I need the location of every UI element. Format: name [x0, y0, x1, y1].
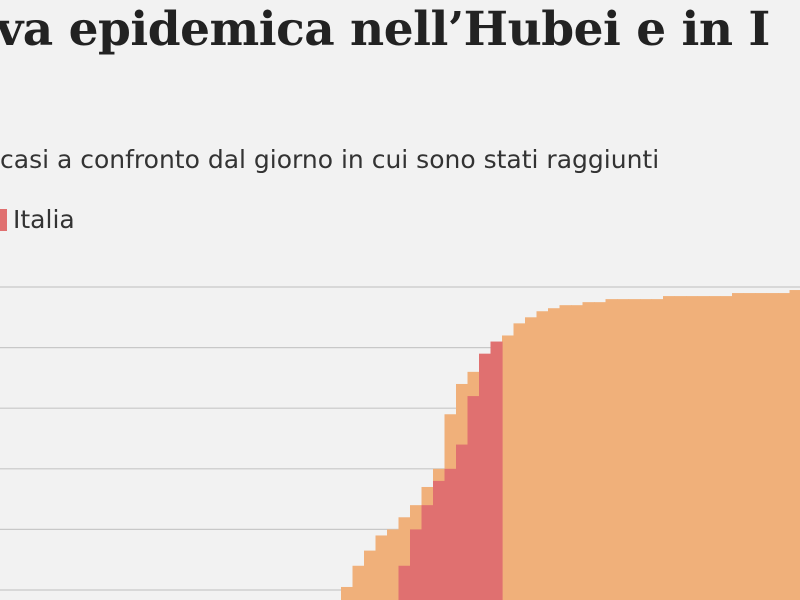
- step-bar: [709, 296, 722, 600]
- step-bar: [755, 293, 768, 600]
- step-bar: [594, 302, 607, 600]
- step-bar: [743, 293, 756, 600]
- step-bar: [352, 565, 365, 600]
- step-bar: [697, 296, 710, 600]
- step-bar: [559, 305, 572, 600]
- legend-swatch-italia: [0, 208, 7, 231]
- chart-title: va epidemica nell’Hubei e in I: [0, 2, 770, 57]
- step-bar: [640, 299, 653, 600]
- step-bar: [456, 444, 469, 600]
- step-bar: [536, 311, 549, 600]
- legend: Italia: [0, 205, 75, 234]
- step-bar: [571, 305, 584, 600]
- step-bar: [467, 396, 480, 600]
- legend-label-italia: Italia: [13, 205, 75, 234]
- step-bar: [513, 323, 526, 600]
- chart-area: [0, 286, 800, 600]
- step-bar: [548, 308, 561, 600]
- step-bar: [364, 550, 377, 600]
- step-bar: [502, 335, 515, 600]
- series-italia: [398, 341, 503, 600]
- step-bar: [732, 293, 745, 600]
- step-bar: [433, 480, 446, 600]
- step-bar: [789, 290, 800, 600]
- step-bar: [778, 293, 791, 600]
- step-bar: [387, 529, 400, 600]
- step-bar: [663, 296, 676, 600]
- step-bar: [582, 302, 595, 600]
- series-hubei: [341, 290, 800, 600]
- step-bar: [617, 299, 630, 600]
- step-bar: [341, 586, 354, 600]
- step-bar: [628, 299, 641, 600]
- step-bar: [605, 299, 618, 600]
- step-bar: [525, 317, 538, 600]
- step-bar: [651, 299, 664, 600]
- step-bar: [686, 296, 699, 600]
- step-bar: [398, 565, 411, 600]
- step-bar: [421, 505, 434, 600]
- step-bar: [375, 535, 388, 600]
- step-bar: [444, 468, 457, 600]
- step-bar: [720, 296, 733, 600]
- step-bar: [490, 341, 503, 600]
- chart-subtitle: casi a confronto dal giorno in cui sono …: [0, 145, 660, 174]
- step-bar: [479, 353, 492, 600]
- step-bar: [410, 529, 423, 600]
- step-bar: [766, 293, 779, 600]
- step-bar: [674, 296, 687, 600]
